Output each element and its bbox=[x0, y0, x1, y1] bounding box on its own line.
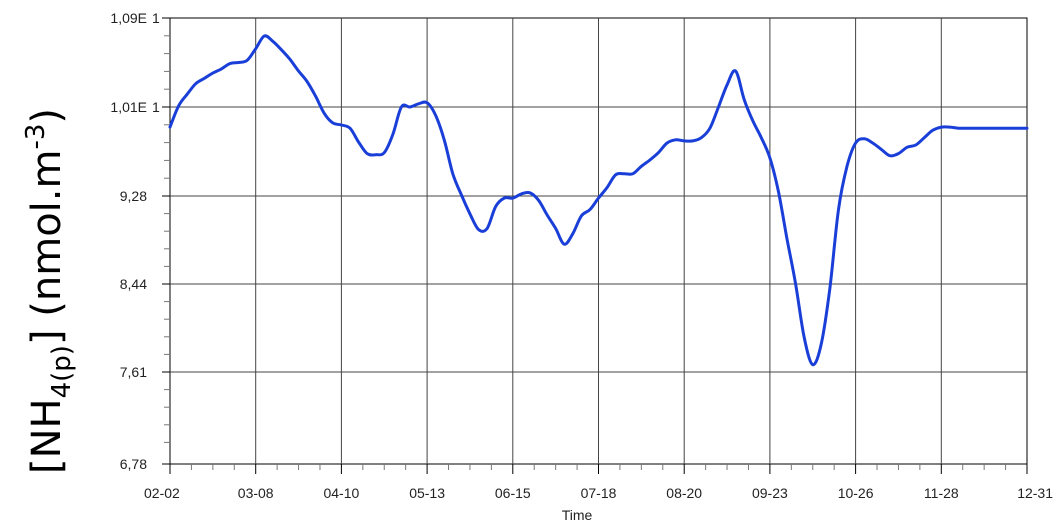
y-tick-label: 7,61 bbox=[120, 364, 147, 380]
grid-lines bbox=[170, 18, 1027, 464]
x-tick-label: 12-31 bbox=[1017, 485, 1053, 501]
y-tick-label-suffix: 1 bbox=[152, 99, 160, 115]
y-tick-label: 8,44 bbox=[120, 276, 147, 292]
x-tick-label: 05-13 bbox=[409, 485, 445, 501]
y-tick-label: 1,01E bbox=[110, 99, 147, 115]
x-tick-label: 08-20 bbox=[666, 485, 702, 501]
y-tick-label-suffix: 1 bbox=[152, 10, 160, 26]
x-axis: 02-02 03-08 04-10 05-13 06-15 07-18 08-20 09-23… bbox=[144, 464, 1053, 501]
x-tick-label: 04-10 bbox=[323, 485, 359, 501]
y-tick-label: 9,28 bbox=[120, 188, 147, 204]
x-tick-label: 03-08 bbox=[238, 485, 274, 501]
x-tick-label: 11-28 bbox=[924, 485, 959, 501]
y-axis: 1,09E 1 1,01E 1 9,28 8,44 7,61 6,78 bbox=[110, 10, 170, 472]
y-tick-label: 1,09E bbox=[110, 10, 147, 26]
x-tick-label: 07-18 bbox=[581, 485, 617, 501]
y-axis-label: [NH4(p)] (nmol.m-3) bbox=[21, 108, 77, 474]
x-axis-label: Time bbox=[562, 507, 593, 523]
x-tick-label: 06-15 bbox=[495, 485, 531, 501]
y-tick-label: 6,78 bbox=[120, 456, 147, 472]
series-line bbox=[168, 34, 1029, 367]
x-tick-label: 02-02 bbox=[144, 485, 180, 501]
x-tick-label: 10-26 bbox=[838, 485, 874, 501]
x-tick-label: 09-23 bbox=[752, 485, 788, 501]
